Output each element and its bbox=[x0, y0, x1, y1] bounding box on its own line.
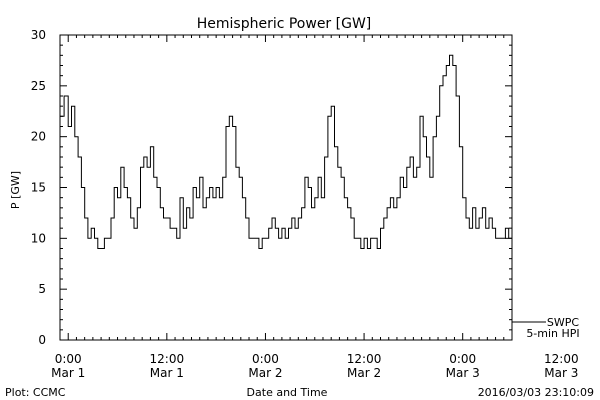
x-tick-label-date: Mar 1 bbox=[150, 366, 184, 380]
y-tick-label: 20 bbox=[31, 130, 46, 144]
y-tick-label: 10 bbox=[31, 231, 46, 245]
y-tick-label: 0 bbox=[38, 333, 46, 347]
y-tick-label: 30 bbox=[31, 28, 46, 42]
x-axis-label: Date and Time bbox=[247, 386, 328, 399]
footer-credit: Plot: CCMC bbox=[5, 386, 66, 399]
x-tick-label-time: 0:00 bbox=[449, 352, 476, 366]
y-axis-label: P [GW] bbox=[9, 171, 22, 209]
x-tick-label-date: Mar 1 bbox=[51, 366, 85, 380]
x-tick-label-date: Mar 2 bbox=[347, 366, 381, 380]
x-tick-label-time: 12:00 bbox=[150, 352, 185, 366]
y-tick-label: 5 bbox=[38, 282, 46, 296]
x-tick-label-time: 0:00 bbox=[55, 352, 82, 366]
y-tick-label: 25 bbox=[31, 79, 46, 93]
legend-label-line2: 5-min HPI bbox=[526, 327, 579, 340]
footer-timestamp: 2016/03/03 23:10:09 bbox=[478, 386, 594, 399]
x-tick-label-time: 12:00 bbox=[347, 352, 382, 366]
x-tick-label-time: 0:00 bbox=[252, 352, 279, 366]
x-tick-label-date: Mar 3 bbox=[544, 366, 578, 380]
series-line-swpc-hpi bbox=[60, 54, 513, 249]
x-tick-label-time: 12:00 bbox=[544, 352, 579, 366]
chart-title: Hemispheric Power [GW] bbox=[197, 16, 372, 32]
legend: SWPC 5-min HPI bbox=[512, 316, 580, 340]
x-tick-label-date: Mar 2 bbox=[248, 366, 282, 380]
legend-label-line1: SWPC bbox=[547, 316, 579, 329]
x-tick-label-date: Mar 3 bbox=[446, 366, 480, 380]
y-tick-label: 15 bbox=[31, 181, 46, 195]
